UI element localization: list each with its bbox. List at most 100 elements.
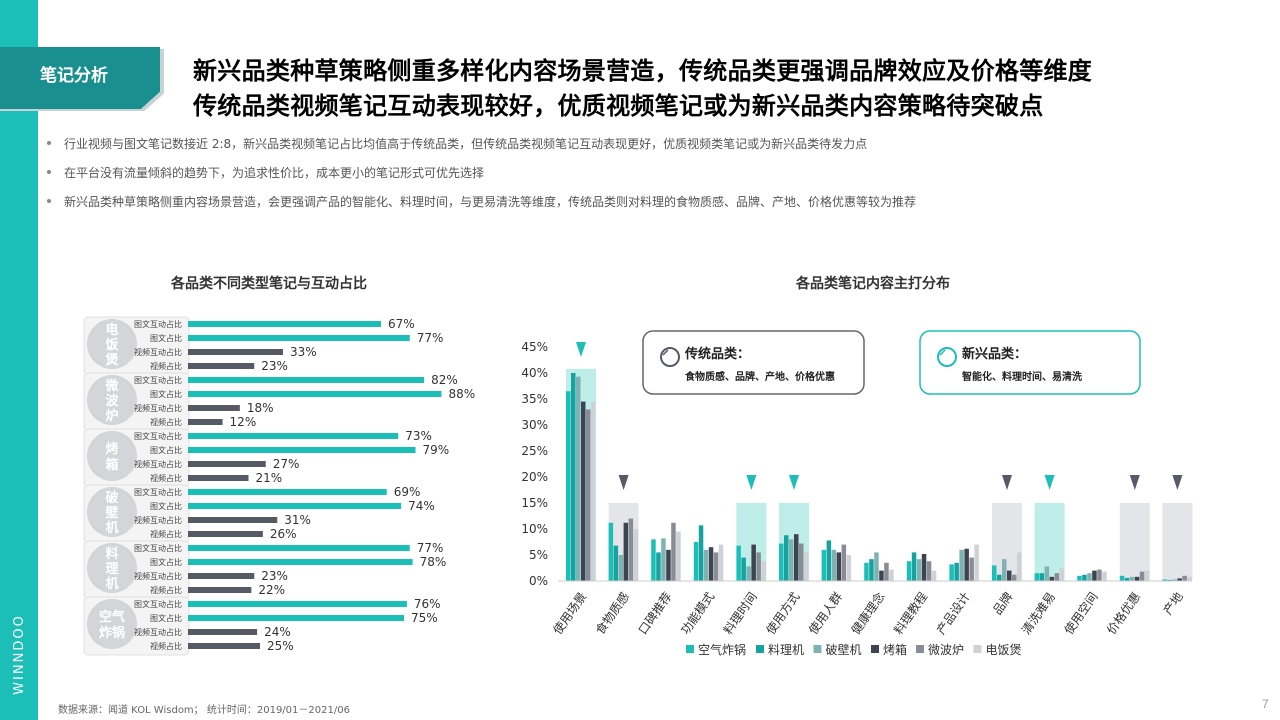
bar [566,391,571,581]
highlight-band [608,503,639,581]
group-circle [87,431,137,481]
bar [188,433,399,439]
group-label: 壁 [105,505,118,521]
group-label: 机 [105,520,118,536]
bar [656,552,661,581]
legend-label: 微波炉 [928,643,964,657]
metric-label: 图文占比 [150,445,182,455]
highlight-band [1034,503,1065,581]
bar [836,552,842,581]
bar [1187,576,1192,581]
bar [1092,570,1097,581]
bar [676,531,681,581]
x-tick-label: 产品设计 [934,590,973,637]
metric-label: 图文互动占比 [134,599,182,609]
bar [1012,574,1017,581]
x-tick-label: 使用空间 [1061,589,1101,637]
group-label: 波 [105,393,119,409]
bar [188,419,223,425]
bar [188,559,413,565]
bar [1007,570,1012,581]
callout-traditional-title: 传统品类： [684,346,750,362]
legend-label: 破壁机 [826,642,862,657]
bar [188,447,416,453]
metric-label: 图文互动占比 [134,487,182,497]
bar [661,538,666,581]
bar [188,531,263,537]
metric-label: 图文互动占比 [134,431,182,441]
metric-label: 视频互动占比 [134,403,182,413]
left-chart-title: 各品类不同类型笔记与互动占比 [171,276,367,292]
bar [864,562,869,581]
bar [618,555,624,581]
sidebar-stripe [0,0,38,720]
metric-label: 视频占比 [150,641,182,651]
bullet-item: 在平台没有流量倾斜的趋势下，为追求性价比，成本更小的笔记形式可优先选择 [47,164,484,181]
group-circle [87,543,137,593]
bar [1082,574,1087,581]
bar [628,518,634,581]
legend-swatch [973,645,982,653]
y-tick-label: 10% [521,522,548,536]
bar [1087,573,1092,581]
callout-new-box [919,330,1141,395]
group-bracket [83,540,190,600]
bar [1049,576,1055,581]
metric-label: 视频互动占比 [134,515,182,525]
bar [741,557,746,581]
x-tick-label: 使用人群 [805,589,845,637]
metric-label: 图文互动占比 [134,375,182,385]
bar [1134,576,1140,581]
bar [1097,569,1102,581]
bar [874,552,879,581]
data-label: 27% [273,457,300,471]
highlight-marker [1129,475,1140,490]
bar [784,535,789,581]
callout-traditional-box [642,330,865,395]
metric-label: 视频互动占比 [134,571,182,581]
bar [911,552,917,581]
callout-new-text: 智能化、料理时间、易清洗 [962,370,1082,383]
bar [188,503,402,509]
bar [841,544,847,581]
legend-label: 空气炸锅 [698,642,746,657]
bar [698,525,704,581]
data-label: 18% [247,401,274,415]
bar [1002,559,1007,581]
legend-swatch [871,645,879,653]
y-tick-label: 35% [521,392,548,406]
section-tag-label: 笔记分析 [40,66,108,86]
group-label: 炸锅 [99,625,125,641]
highlight-marker [1002,475,1012,490]
group-label: 箱 [105,457,118,473]
highlight-marker [746,475,757,490]
bar [1144,570,1150,581]
bar [1172,579,1177,581]
bar [1167,579,1172,581]
data-label: 82% [431,373,458,387]
legend-swatch [756,645,764,653]
data-label: 23% [261,359,288,373]
data-label: 31% [284,513,311,527]
y-tick-label: 15% [521,496,548,510]
bar [1139,571,1145,581]
bar [959,549,964,581]
bar [794,534,799,581]
data-label: 21% [255,471,282,485]
bullet-item: 新兴品类种草策略侧重内容场景营造，会更强调产品的智能化、料理时间，与更易清洗等维… [47,193,916,210]
group-circle [87,599,137,649]
callout-new-title: 新兴品类： [962,346,1027,362]
bar [916,559,922,581]
metric-label: 图文占比 [150,557,182,567]
legend-swatch [686,645,694,653]
bar [188,475,249,481]
bar [756,552,761,581]
bar [623,522,629,581]
highlight-band [1162,503,1193,581]
y-tick-label: 30% [521,418,548,432]
legend-label: 料理机 [768,643,804,657]
callout-traditional-icon-mark [662,349,669,356]
bar [974,544,979,581]
data-label: 22% [258,583,285,597]
bar [188,643,260,649]
